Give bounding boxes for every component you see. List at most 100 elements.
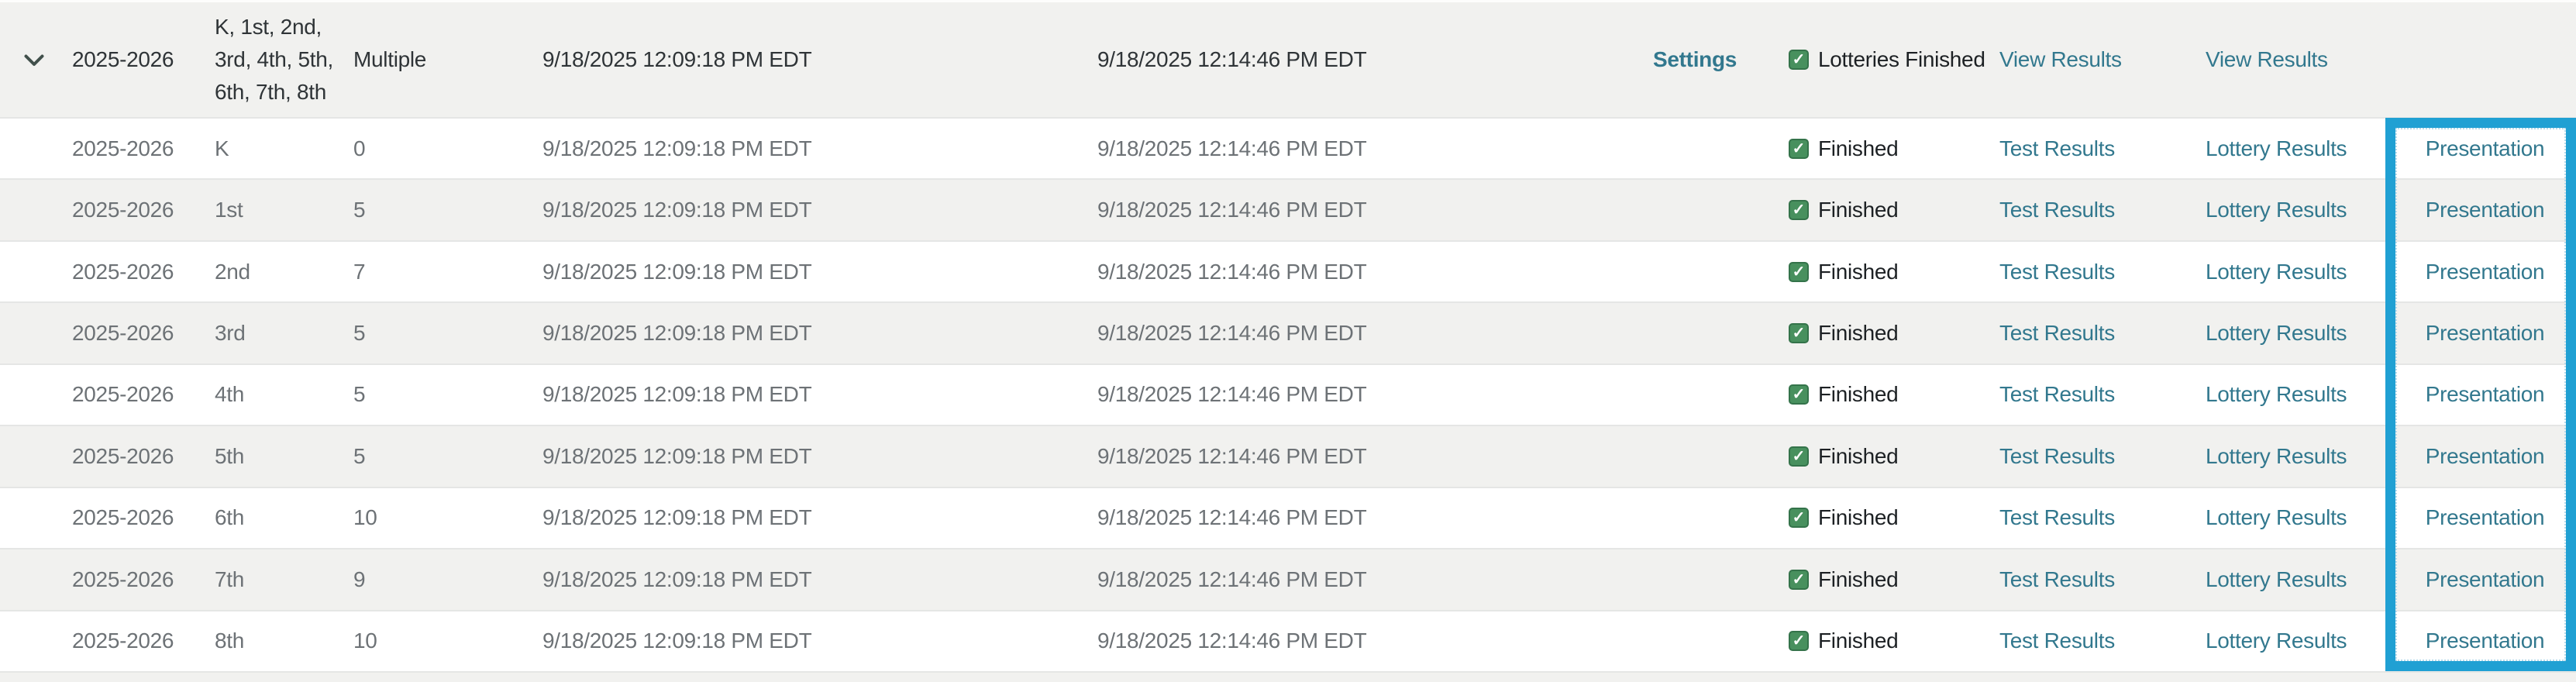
- row-test-results-cell: Test Results: [1999, 382, 2206, 407]
- row-year: 2025-2026: [72, 321, 174, 346]
- row-test-results-cell: Test Results: [1999, 505, 2206, 530]
- test-results-link[interactable]: Test Results: [1999, 567, 2115, 591]
- chevron-down-icon[interactable]: [24, 54, 44, 67]
- parent-grades: K, 1st, 2nd, 3rd, 4th, 5th, 6th, 7th, 8t…: [215, 15, 334, 104]
- row-lottery-results-cell: Lottery Results: [2206, 321, 2412, 346]
- presentation-link[interactable]: Presentation: [2425, 136, 2545, 160]
- checkmark-icon: ✓: [1792, 325, 1806, 343]
- lotteries-finished-checkbox[interactable]: ✓: [1789, 50, 1809, 70]
- finished-checkbox[interactable]: ✓: [1789, 323, 1809, 344]
- next-row-partial: [0, 672, 2576, 682]
- row-status-cell: ✓ Finished: [1789, 444, 1999, 469]
- row-grade: 4th: [215, 382, 245, 407]
- row-status-cell: ✓ Finished: [1789, 567, 1999, 592]
- presentation-link[interactable]: Presentation: [2425, 505, 2545, 530]
- row-lottery-results-cell: Lottery Results: [2206, 505, 2412, 530]
- view-test-results-link[interactable]: View Results: [1999, 47, 2122, 71]
- row-grade: 6th: [215, 505, 245, 530]
- lottery-results-link[interactable]: Lottery Results: [2206, 505, 2347, 530]
- finished-checkbox[interactable]: ✓: [1789, 261, 1809, 282]
- finished-checkbox[interactable]: ✓: [1789, 446, 1809, 467]
- parent-start-time: 9/18/2025 12:09:18 PM EDT: [542, 47, 812, 71]
- lottery-grade-row: 2025-2026 3rd 5 9/18/2025 12:09:18 PM ED…: [0, 303, 2576, 365]
- lottery-results-link[interactable]: Lottery Results: [2206, 382, 2347, 407]
- row-start-time: 9/18/2025 12:09:18 PM EDT: [542, 321, 812, 346]
- presentation-link[interactable]: Presentation: [2425, 198, 2545, 222]
- row-presentation-cell: Presentation: [2412, 629, 2576, 653]
- test-results-link[interactable]: Test Results: [1999, 198, 2115, 222]
- row-test-results-cell: Test Results: [1999, 198, 2206, 222]
- lottery-parent-row: 2025-2026 K, 1st, 2nd, 3rd, 4th, 5th, 6t…: [0, 0, 2576, 119]
- row-presentation-cell: Presentation: [2412, 444, 2576, 469]
- row-test-results-cell: Test Results: [1999, 444, 2206, 469]
- lottery-results-link[interactable]: Lottery Results: [2206, 136, 2347, 160]
- finished-checkbox[interactable]: ✓: [1789, 569, 1809, 590]
- checkmark-icon: ✓: [1792, 570, 1806, 588]
- test-results-link[interactable]: Test Results: [1999, 259, 2115, 284]
- row-status-label: Finished: [1818, 198, 1899, 222]
- finished-checkbox[interactable]: ✓: [1789, 200, 1809, 221]
- finished-checkbox[interactable]: ✓: [1789, 138, 1809, 159]
- checkmark-icon: ✓: [1792, 509, 1806, 527]
- test-results-link[interactable]: Test Results: [1999, 505, 2115, 530]
- parent-multiple: Multiple: [353, 47, 427, 71]
- row-multiple: 5: [353, 321, 366, 346]
- presentation-link[interactable]: Presentation: [2425, 629, 2545, 653]
- row-end-time: 9/18/2025 12:14:46 PM EDT: [1097, 259, 1367, 284]
- presentation-link[interactable]: Presentation: [2425, 321, 2545, 346]
- lottery-results-link[interactable]: Lottery Results: [2206, 259, 2347, 284]
- row-presentation-cell: Presentation: [2412, 136, 2576, 161]
- row-year: 2025-2026: [72, 567, 174, 591]
- row-lottery-results-cell: Lottery Results: [2206, 567, 2412, 592]
- presentation-link[interactable]: Presentation: [2425, 259, 2545, 284]
- row-lottery-results-cell: Lottery Results: [2206, 444, 2412, 469]
- presentation-link[interactable]: Presentation: [2425, 567, 2545, 591]
- lottery-grade-row: 2025-2026 8th 10 9/18/2025 12:09:18 PM E…: [0, 611, 2576, 673]
- finished-checkbox[interactable]: ✓: [1789, 384, 1809, 405]
- presentation-link[interactable]: Presentation: [2425, 443, 2545, 468]
- checkmark-icon: ✓: [1792, 632, 1806, 650]
- row-start-time: 9/18/2025 12:09:18 PM EDT: [542, 136, 812, 160]
- row-grade: 2nd: [215, 259, 250, 284]
- row-presentation-cell: Presentation: [2412, 260, 2576, 284]
- test-results-link[interactable]: Test Results: [1999, 382, 2115, 407]
- row-start-time: 9/18/2025 12:09:18 PM EDT: [542, 505, 812, 530]
- row-test-results-cell: Test Results: [1999, 321, 2206, 346]
- lottery-grade-row: 2025-2026 7th 9 9/18/2025 12:09:18 PM ED…: [0, 549, 2576, 611]
- view-lottery-results-link[interactable]: View Results: [2206, 47, 2328, 71]
- row-grade: 5th: [215, 443, 245, 468]
- test-results-link[interactable]: Test Results: [1999, 443, 2115, 468]
- row-start-time: 9/18/2025 12:09:18 PM EDT: [542, 259, 812, 284]
- lottery-grade-row: 2025-2026 4th 5 9/18/2025 12:09:18 PM ED…: [0, 364, 2576, 427]
- row-lottery-results-cell: Lottery Results: [2206, 260, 2412, 284]
- parent-end-time: 9/18/2025 12:14:46 PM EDT: [1097, 47, 1367, 71]
- row-status-label: Finished: [1818, 443, 1899, 468]
- row-end-time: 9/18/2025 12:14:46 PM EDT: [1097, 629, 1367, 653]
- row-year: 2025-2026: [72, 259, 174, 284]
- finished-checkbox[interactable]: ✓: [1789, 631, 1809, 652]
- test-results-link[interactable]: Test Results: [1999, 629, 2115, 653]
- lottery-results-link[interactable]: Lottery Results: [2206, 198, 2347, 222]
- lottery-results-link[interactable]: Lottery Results: [2206, 321, 2347, 346]
- finished-checkbox[interactable]: ✓: [1789, 508, 1809, 529]
- row-presentation-cell: Presentation: [2412, 382, 2576, 407]
- row-status-label: Finished: [1818, 136, 1899, 160]
- row-status-cell: ✓ Finished: [1789, 505, 1999, 530]
- lottery-results-link[interactable]: Lottery Results: [2206, 567, 2347, 591]
- test-results-link[interactable]: Test Results: [1999, 136, 2115, 160]
- row-status-cell: ✓ Finished: [1789, 321, 1999, 346]
- test-results-link[interactable]: Test Results: [1999, 321, 2115, 346]
- row-grade: 1st: [215, 198, 243, 222]
- checkmark-icon: ✓: [1792, 140, 1806, 157]
- row-multiple: 9: [353, 567, 366, 591]
- row-end-time: 9/18/2025 12:14:46 PM EDT: [1097, 505, 1367, 530]
- row-end-time: 9/18/2025 12:14:46 PM EDT: [1097, 382, 1367, 407]
- row-test-results-cell: Test Results: [1999, 629, 2206, 653]
- expand-chevron-cell: [0, 47, 72, 72]
- presentation-link[interactable]: Presentation: [2425, 382, 2545, 407]
- row-status-label: Finished: [1818, 629, 1899, 653]
- lottery-results-link[interactable]: Lottery Results: [2206, 443, 2347, 468]
- settings-link[interactable]: Settings: [1653, 47, 1737, 71]
- lottery-results-link[interactable]: Lottery Results: [2206, 629, 2347, 653]
